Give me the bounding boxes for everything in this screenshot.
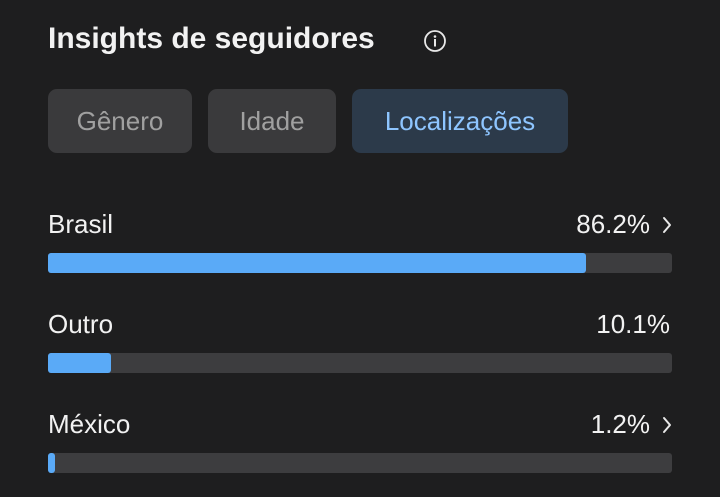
info-icon[interactable]	[423, 29, 447, 53]
bar	[48, 353, 112, 373]
bar-track	[48, 353, 672, 373]
location-value[interactable]: 1.2%	[590, 409, 650, 439]
location-name: Brasil	[48, 209, 114, 239]
bar	[48, 453, 56, 473]
title: Insights de seguidores	[48, 22, 375, 55]
location-name: Outro	[48, 309, 114, 339]
chevron[interactable]	[661, 215, 673, 235]
tab[interactable]: Localizações	[352, 89, 568, 153]
tab[interactable]: Gênero	[48, 89, 192, 153]
location-value[interactable]: 86.2%	[576, 209, 650, 239]
bar-track	[48, 253, 672, 273]
chevron[interactable]	[661, 415, 673, 435]
location-value: 10.1%	[596, 309, 670, 339]
bar	[48, 253, 586, 273]
tab[interactable]: Idade	[208, 89, 336, 153]
location-name: México	[48, 409, 131, 439]
bar-track	[48, 453, 672, 473]
